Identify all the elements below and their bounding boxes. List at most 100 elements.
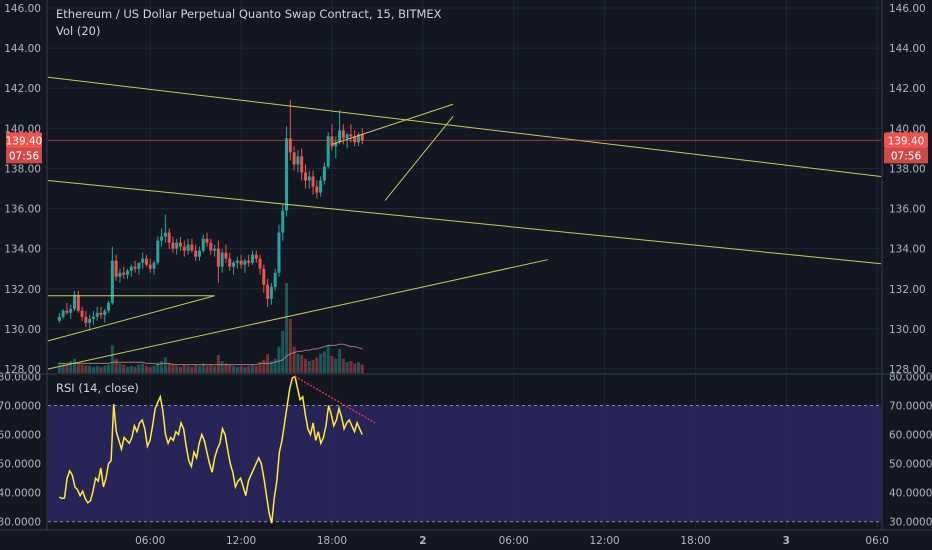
candle-body[interactable]	[285, 138, 289, 211]
candle-body[interactable]	[266, 284, 270, 299]
candle-body[interactable]	[345, 134, 349, 139]
candle-body[interactable]	[148, 264, 152, 269]
candle-body[interactable]	[179, 242, 183, 247]
candle-body[interactable]	[250, 254, 254, 263]
candle-body[interactable]	[360, 134, 364, 141]
candle-body[interactable]	[144, 258, 148, 265]
trendlines[interactable]	[47, 76, 882, 370]
candle-body[interactable]	[84, 316, 88, 323]
candle-body[interactable]	[197, 250, 201, 257]
candle-body[interactable]	[133, 266, 137, 269]
trendline[interactable]	[331, 103, 454, 145]
candle-body[interactable]	[216, 248, 220, 267]
candle-body[interactable]	[186, 244, 190, 251]
candle-body[interactable]	[114, 260, 118, 277]
candle-body[interactable]	[99, 312, 103, 315]
price-axis[interactable]: 146.00 146.00 144.00 144.00 142.00 142.00 140.…	[4, 3, 926, 376]
candle-body[interactable]	[269, 286, 273, 299]
candle-body[interactable]	[167, 232, 171, 243]
candle-body[interactable]	[205, 238, 209, 243]
trendline[interactable]	[47, 259, 548, 370]
time-axis[interactable]: 06:00 12:00 18:00 2 06:00 12:00 18:00 3 06:0	[135, 535, 889, 547]
candle-body[interactable]	[338, 130, 342, 143]
candle-body[interactable]	[65, 310, 69, 313]
candlesticks[interactable]	[57, 100, 364, 331]
candle-body[interactable]	[129, 266, 133, 271]
candle-body[interactable]	[73, 294, 77, 309]
candle-body[interactable]	[315, 186, 319, 193]
candle-body[interactable]	[126, 270, 130, 275]
candle-body[interactable]	[69, 308, 73, 313]
rsi-indicator-label[interactable]: RSI (14, close)	[56, 381, 139, 395]
candle-body[interactable]	[334, 142, 338, 147]
candle-body[interactable]	[182, 246, 186, 251]
candle-body[interactable]	[311, 176, 315, 187]
candle-body[interactable]	[141, 258, 145, 263]
candle-body[interactable]	[76, 294, 80, 311]
candle-body[interactable]	[292, 152, 296, 165]
candle-body[interactable]	[303, 172, 307, 181]
candle-body[interactable]	[341, 130, 345, 139]
volume-indicator-label[interactable]: Vol (20)	[56, 24, 100, 38]
trendline[interactable]	[47, 295, 215, 342]
price-tick-label-right: 140.00	[889, 123, 926, 135]
candle-body[interactable]	[224, 252, 228, 259]
candle-body[interactable]	[107, 302, 111, 311]
candle-body[interactable]	[300, 156, 304, 173]
candle-body[interactable]	[288, 138, 292, 153]
candle-body[interactable]	[160, 236, 164, 241]
candle-body[interactable]	[235, 260, 239, 263]
candle-body[interactable]	[232, 262, 236, 267]
candle-body[interactable]	[239, 260, 243, 265]
candle-body[interactable]	[88, 318, 92, 323]
candle-body[interactable]	[190, 244, 194, 251]
candle-body[interactable]	[228, 258, 232, 267]
candle-body[interactable]	[152, 262, 156, 269]
candle-body[interactable]	[201, 238, 205, 251]
candle-body[interactable]	[103, 310, 107, 315]
candle-body[interactable]	[307, 176, 311, 181]
candle-body[interactable]	[156, 240, 160, 263]
candle-body[interactable]	[194, 250, 198, 257]
candle-body[interactable]	[122, 272, 126, 275]
candle-body[interactable]	[171, 242, 175, 249]
candle-body[interactable]	[322, 166, 326, 181]
candle-body[interactable]	[330, 136, 334, 147]
candle-body[interactable]	[296, 156, 300, 165]
candle-body[interactable]	[91, 316, 95, 319]
price-tick-label-left: 128.00	[4, 364, 41, 376]
candle-body[interactable]	[80, 310, 84, 317]
candle-body[interactable]	[326, 136, 330, 167]
candle-body[interactable]	[209, 242, 213, 251]
candle-body[interactable]	[220, 252, 224, 267]
candle-body[interactable]	[281, 210, 285, 233]
candle-body[interactable]	[110, 260, 114, 303]
candle-body[interactable]	[175, 242, 179, 249]
trendline[interactable]	[384, 115, 454, 201]
candle-body[interactable]	[247, 260, 251, 263]
volume-bar	[186, 365, 190, 373]
candle-body[interactable]	[61, 310, 65, 317]
candle-body[interactable]	[95, 312, 99, 317]
rsi-tick-label-left: 50.0000	[0, 459, 41, 471]
candle-body[interactable]	[356, 134, 360, 143]
candle-body[interactable]	[262, 268, 266, 285]
candle-body[interactable]	[254, 254, 258, 259]
candle-body[interactable]	[213, 248, 217, 251]
candle-body[interactable]	[258, 258, 262, 269]
candle-body[interactable]	[118, 272, 122, 277]
candle-body[interactable]	[243, 260, 247, 265]
trendline[interactable]	[47, 179, 882, 265]
candle-body[interactable]	[273, 272, 277, 287]
rsi-tick-label-right: 30.0000	[889, 517, 932, 529]
candle-body[interactable]	[163, 232, 167, 237]
candle-body[interactable]	[277, 232, 281, 273]
candle-body[interactable]	[137, 262, 141, 269]
candle-body[interactable]	[57, 316, 61, 321]
trendline[interactable]	[47, 76, 882, 177]
rsi-divergence-line[interactable]	[294, 375, 376, 424]
candle-body[interactable]	[349, 134, 353, 137]
candle-body[interactable]	[319, 180, 323, 193]
candle-body[interactable]	[353, 136, 357, 143]
